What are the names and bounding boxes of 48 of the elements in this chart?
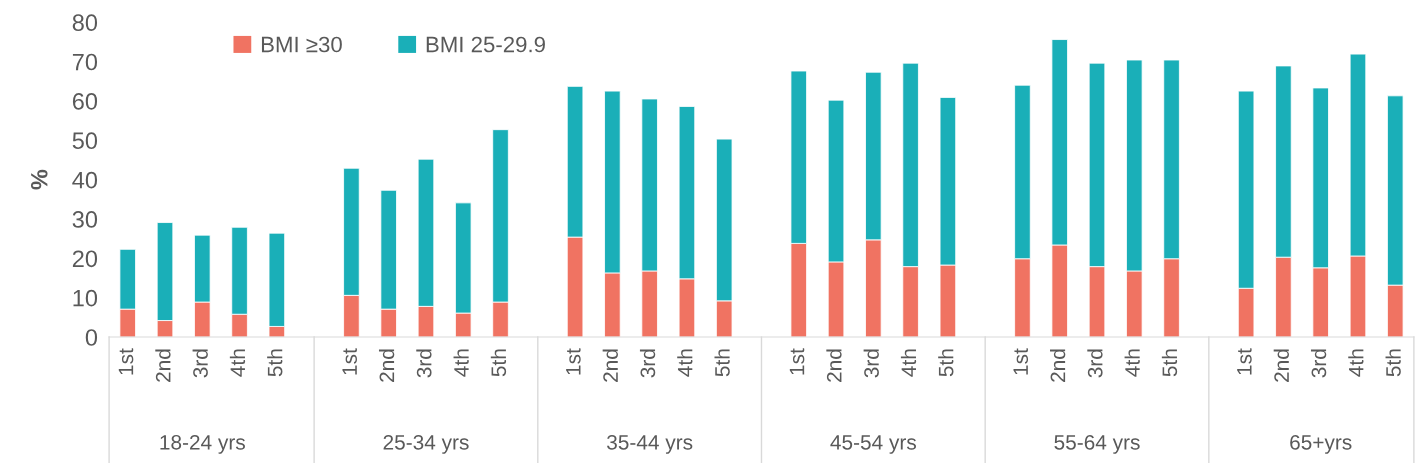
x-tick-label: 2nd: [378, 349, 395, 382]
y-tick-label: 50: [72, 132, 98, 150]
text: 25-34 yrs: [383, 434, 469, 454]
text: 18-24 yrs: [160, 434, 245, 454]
x-tick-label: 3rd: [1310, 349, 1327, 378]
y-tick-label: 10: [73, 289, 98, 307]
x-tick-label: 3rd: [416, 349, 432, 378]
x-tick-label: 1st: [118, 348, 134, 375]
x-tick-label: 1st: [342, 348, 357, 375]
x-tick-label: 2nd: [1050, 349, 1066, 382]
x-tick-label: 4th: [900, 349, 917, 377]
y-tick-label: 0: [85, 329, 98, 346]
x-tick-label: 3rd: [863, 349, 879, 378]
x-tick-label: 4th: [1348, 349, 1364, 377]
text: 55-64 yrs: [1054, 434, 1140, 454]
y-tick-label: 60: [72, 93, 98, 110]
legend-label: BMI 25-29.9: [426, 36, 545, 53]
x-tick-label: 1st: [1237, 348, 1252, 375]
x-tick-label: 5th: [490, 349, 507, 377]
x-tick-label: 5th: [1385, 349, 1401, 377]
y-tick-label: 40: [72, 171, 98, 189]
x-tick-label: 3rd: [192, 349, 208, 378]
x-tick-label: 5th: [938, 349, 954, 377]
x-tick-label: 3rd: [1087, 349, 1103, 378]
x-tick-label: 1st: [1013, 348, 1029, 375]
x-tick-label: 3rd: [639, 349, 656, 378]
y-axis-title: %: [30, 169, 48, 190]
x-tick-label: 5th: [714, 349, 730, 377]
x-tick-label: 4th: [229, 349, 246, 377]
x-tick-label: 1st: [566, 348, 581, 375]
x-tick-label: 2nd: [155, 349, 171, 382]
y-tick-label: 20: [72, 250, 98, 268]
text: 65+yrs: [1290, 434, 1352, 454]
legend-label: BMI ≥30: [261, 36, 342, 53]
x-tick-label: 2nd: [1273, 349, 1289, 382]
text: 35-44 yrs: [607, 434, 693, 454]
x-tick-label: 5th: [267, 349, 283, 377]
text: 45-54 yrs: [830, 435, 916, 454]
x-tick-label: 1st: [789, 348, 805, 375]
y-tick-label: 80: [72, 14, 98, 32]
y-tick-label: 30: [72, 211, 98, 228]
x-tick-label: 4th: [1124, 349, 1140, 377]
x-tick-label: 4th: [453, 349, 469, 377]
y-tick-label: 70: [72, 53, 98, 71]
x-tick-label: 5th: [1161, 349, 1178, 377]
x-tick-label: 4th: [677, 349, 693, 377]
x-tick-label: 2nd: [826, 349, 842, 382]
x-tick-label: 2nd: [602, 349, 618, 382]
